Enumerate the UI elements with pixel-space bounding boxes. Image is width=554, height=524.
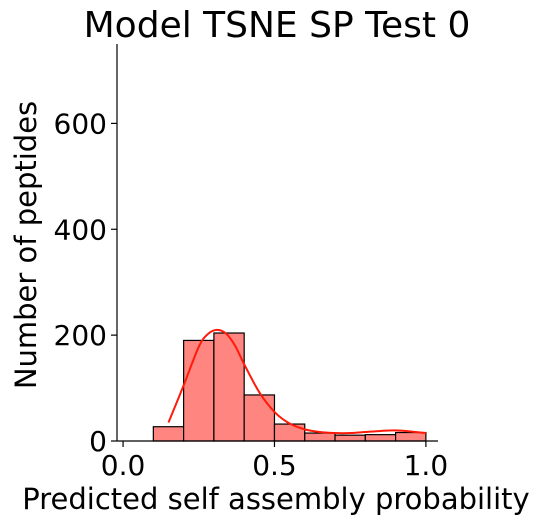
histogram-bar-8 <box>395 431 427 442</box>
y-tick-label: 400 <box>54 213 107 246</box>
histogram-bar-2 <box>213 332 245 442</box>
plot-area <box>152 328 427 442</box>
chart-title: Model TSNE SP Test 0 <box>84 5 471 46</box>
x-axis-label: Predicted self assembly probability <box>22 482 529 516</box>
histogram-bar-1 <box>183 339 215 442</box>
x-tick-label: 1.0 <box>404 449 449 482</box>
histogram-bar-5 <box>304 432 336 442</box>
y-tick-label: 600 <box>54 107 107 140</box>
histogram-bar-4 <box>273 423 306 442</box>
y-tick-label: 0 <box>89 425 107 458</box>
y-axis-label: Number of peptides <box>9 101 43 389</box>
y-tick-label: 200 <box>54 319 107 352</box>
kde-curve <box>167 328 426 435</box>
histogram-bar-6 <box>334 434 366 442</box>
x-tick-label: 0.5 <box>252 449 297 482</box>
histogram-bar-0 <box>152 426 185 442</box>
x-tick-label: 0.0 <box>101 449 146 482</box>
histogram-bar-7 <box>364 434 397 442</box>
axes: 0 200 400 600 0.0 0.5 1.0 <box>54 44 449 482</box>
histogram-bar-3 <box>243 394 276 442</box>
